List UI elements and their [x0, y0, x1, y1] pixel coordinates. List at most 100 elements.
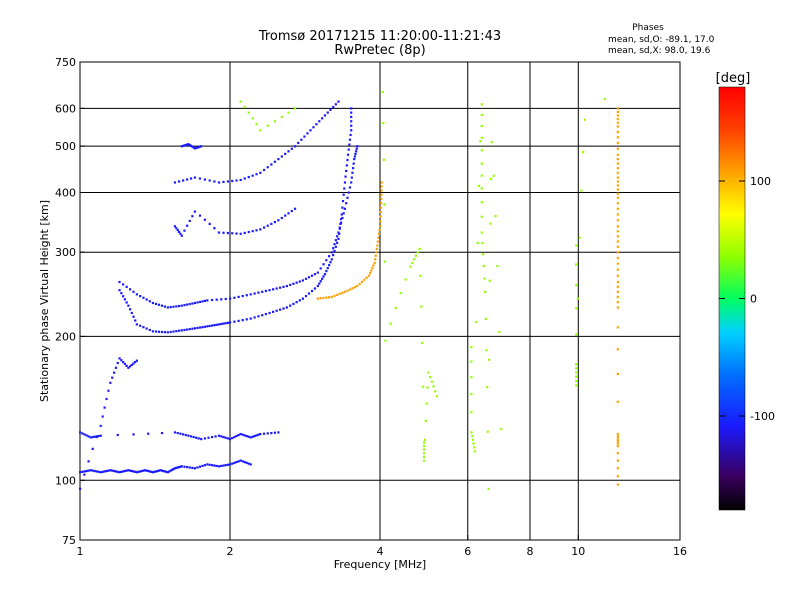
data-point	[226, 463, 230, 466]
data-point	[339, 218, 343, 221]
data-point	[203, 218, 206, 221]
data-point	[99, 434, 102, 437]
data-point	[183, 465, 186, 468]
data-point	[336, 241, 339, 244]
data-point	[500, 428, 503, 431]
data-point	[179, 465, 182, 468]
data-point	[97, 470, 100, 473]
data-point	[224, 436, 227, 439]
data-point	[186, 303, 189, 306]
data-point	[471, 434, 474, 438]
data-point	[111, 376, 114, 379]
x-tick-label: 2	[227, 545, 234, 558]
data-point	[203, 464, 206, 467]
data-point	[270, 163, 273, 166]
data-point	[208, 324, 211, 328]
data-point	[348, 186, 352, 189]
data-point	[616, 110, 619, 114]
data-point	[295, 281, 298, 284]
data-point	[222, 180, 225, 184]
data-point	[189, 435, 193, 438]
data-point	[180, 304, 183, 307]
data-point	[575, 379, 578, 383]
data-point	[83, 433, 86, 436]
data-point	[116, 470, 119, 473]
data-point	[120, 470, 123, 473]
data-point	[427, 371, 430, 374]
data-point	[175, 466, 178, 469]
data-point	[350, 176, 353, 179]
data-point	[332, 254, 335, 257]
data-point	[325, 259, 328, 262]
data-point	[350, 129, 353, 132]
data-point	[123, 298, 126, 301]
data-point	[373, 261, 376, 265]
data-point	[222, 435, 225, 439]
data-point	[345, 164, 348, 167]
data-point	[272, 310, 275, 313]
data-point	[233, 461, 236, 464]
data-point	[186, 466, 189, 469]
data-point	[345, 202, 348, 205]
data-point	[350, 181, 353, 184]
data-point	[494, 214, 497, 218]
data-point	[421, 341, 424, 344]
data-point	[616, 136, 619, 139]
data-point	[245, 318, 248, 321]
data-point	[355, 147, 358, 150]
x-axis-label: Frequency [MHz]	[334, 558, 426, 571]
data-point	[616, 285, 619, 288]
data-point	[313, 287, 317, 290]
data-point	[616, 121, 619, 124]
data-point	[129, 469, 132, 472]
data-point	[272, 288, 275, 291]
data-point	[382, 158, 385, 161]
data-point	[231, 179, 234, 183]
data-point	[186, 224, 189, 227]
data-point	[118, 280, 121, 284]
data-point	[237, 433, 240, 437]
data-point	[379, 206, 383, 209]
data-point	[616, 444, 619, 448]
data-point	[332, 247, 335, 250]
x-tick-label: 6	[464, 545, 471, 558]
data-point	[284, 214, 287, 217]
data-point	[213, 180, 216, 183]
data-point	[237, 295, 240, 299]
data-point	[123, 362, 126, 366]
data-point	[168, 470, 171, 473]
data-point	[220, 322, 223, 326]
data-point	[334, 239, 337, 242]
data-point	[329, 261, 332, 264]
data-point	[616, 372, 619, 376]
x-tick-label: 10	[571, 545, 585, 558]
data-point	[292, 282, 295, 285]
data-point	[616, 437, 619, 440]
data-point	[365, 276, 368, 279]
data-point	[327, 296, 331, 299]
data-point	[379, 225, 382, 228]
data-point	[379, 220, 382, 223]
data-point	[616, 202, 619, 205]
data-point	[81, 432, 84, 435]
data-point	[123, 469, 126, 473]
data-point	[198, 326, 202, 329]
data-point	[485, 349, 488, 352]
data-point	[309, 129, 312, 132]
data-point	[261, 290, 264, 293]
data-point	[153, 470, 156, 473]
data-point	[166, 306, 169, 309]
data-point	[290, 209, 293, 213]
data-point	[279, 286, 282, 289]
data-point	[91, 447, 94, 450]
data-point	[193, 147, 197, 150]
data-point	[229, 297, 232, 300]
data-point	[235, 461, 238, 464]
data-point	[480, 124, 483, 128]
data-point	[210, 435, 214, 439]
data-point	[575, 363, 578, 366]
data-point	[318, 282, 321, 285]
data-point	[93, 435, 96, 438]
data-point	[157, 303, 161, 306]
